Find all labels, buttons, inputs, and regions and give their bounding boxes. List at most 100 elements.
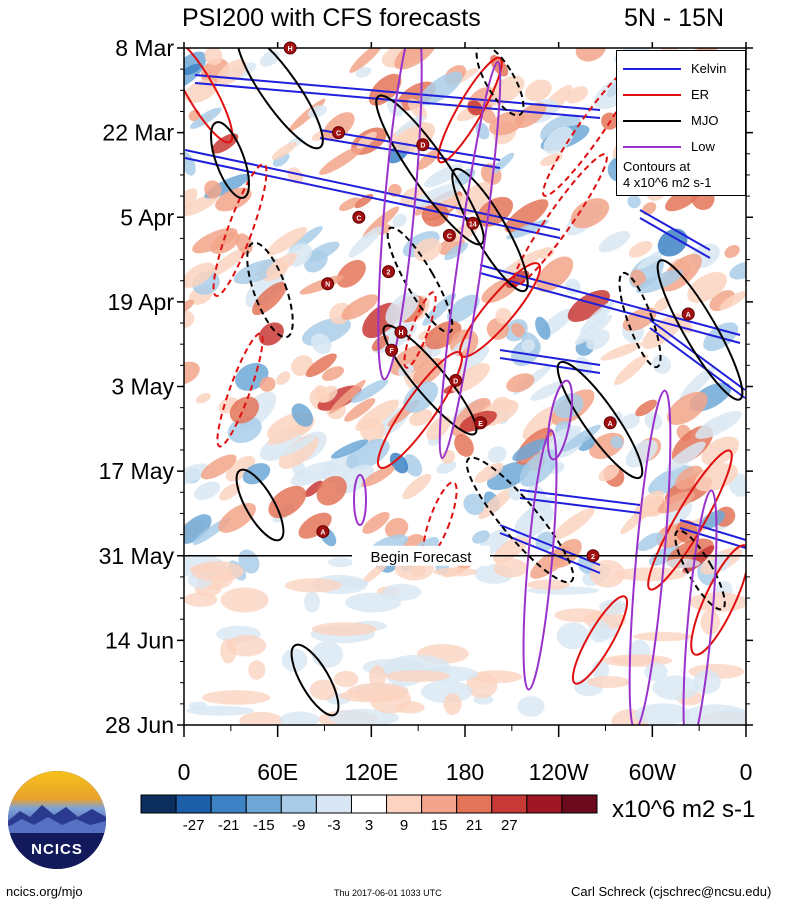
kelvin-contour — [479, 264, 741, 336]
mjo-contour — [236, 48, 324, 150]
legend-note-line1: Contours at — [623, 159, 691, 174]
anomaly-patch — [543, 126, 574, 155]
mjo-contour — [556, 360, 644, 480]
anomaly-patch — [652, 675, 699, 701]
anomaly-patch — [311, 641, 344, 668]
anomaly-patch — [407, 98, 428, 120]
anomaly-patch — [667, 391, 708, 425]
site-url[interactable]: ncics.org/mjo — [6, 884, 83, 899]
legend-entry: Low — [623, 139, 741, 155]
anomaly-patch — [589, 559, 626, 588]
anomaly-patch — [239, 711, 284, 725]
anomaly-patch — [184, 361, 200, 385]
anomaly-patch — [226, 634, 267, 657]
svg-text:C: C — [336, 131, 341, 138]
legend-note-line2: 4 x10^6 m2 s-1 — [623, 175, 712, 190]
anomaly-patch — [535, 316, 551, 340]
anomaly-patch — [418, 71, 463, 106]
anomaly-patch — [521, 339, 535, 353]
anomaly-patch — [591, 660, 610, 680]
er-contour — [216, 332, 264, 448]
anomaly-patch — [279, 711, 320, 725]
legend-entry: MJO — [623, 113, 741, 129]
anomaly-patch — [271, 142, 297, 160]
x-tick-label: 0 — [740, 759, 753, 785]
anomaly-patch — [344, 398, 376, 422]
mjo-contour — [375, 94, 485, 246]
anomaly-patch — [258, 322, 284, 346]
anomaly-patch — [328, 709, 399, 725]
colorbar-swatch — [245, 794, 282, 814]
anomaly-patch — [204, 180, 222, 199]
anomaly-patch — [628, 241, 653, 258]
anomaly-patch — [350, 379, 389, 404]
y-tick-label: 22 Mar — [102, 120, 174, 146]
svg-text:2: 2 — [591, 554, 595, 561]
anomaly-patch — [444, 242, 469, 260]
anomaly-patch — [719, 291, 746, 310]
anomaly-patch — [384, 517, 409, 539]
anomaly-patch — [317, 385, 338, 403]
er-contour — [571, 595, 629, 685]
svg-text:N: N — [325, 282, 330, 289]
anomaly-patch — [267, 422, 311, 445]
anomaly-patch — [512, 438, 548, 462]
anomaly-patch — [641, 202, 657, 216]
kelvin-contour — [679, 527, 746, 549]
anomaly-patch — [330, 439, 369, 459]
anomaly-patch — [328, 557, 354, 568]
anomaly-patch — [598, 465, 620, 482]
anomaly-patch — [506, 373, 535, 393]
anomaly-patch — [184, 63, 202, 76]
anomaly-patch — [729, 261, 746, 280]
anomaly-patch — [304, 480, 323, 497]
anomaly-patch — [530, 381, 565, 401]
colorbar-swatch — [491, 794, 528, 814]
storm-marker: D — [416, 138, 430, 152]
legend-swatch — [623, 94, 681, 96]
anomaly-patch — [206, 246, 249, 279]
er-contour — [458, 262, 542, 358]
low-contour — [546, 379, 574, 461]
anomaly-patch — [587, 676, 631, 688]
anomaly-patch — [369, 665, 386, 689]
anomaly-patch — [701, 510, 725, 529]
mjo-contour — [618, 271, 662, 369]
anomaly-patch — [349, 48, 384, 73]
forecast-label-bg — [352, 545, 490, 566]
anomaly-patch — [679, 366, 715, 401]
anomaly-patch — [291, 403, 314, 427]
colorbar-label: -9 — [292, 817, 305, 834]
colorbar-label: 9 — [400, 817, 408, 834]
anomaly-patch — [610, 435, 624, 449]
colorbar-swatch — [421, 794, 458, 814]
anomaly-patch — [362, 511, 390, 534]
anomaly-patch — [218, 483, 241, 501]
anomaly-patch — [495, 307, 512, 325]
svg-text:D: D — [420, 143, 425, 150]
kelvin-contour — [499, 524, 601, 566]
anomaly-patch — [341, 294, 379, 320]
anomaly-patch — [395, 115, 425, 136]
storm-marker: A — [681, 307, 695, 321]
er-contour — [542, 63, 638, 197]
anomaly-patch — [688, 592, 746, 612]
legend-label: ER — [691, 87, 710, 102]
x-tick-label: 60W — [629, 759, 677, 785]
anomaly-patch — [225, 455, 256, 482]
anomaly-patch — [693, 669, 721, 695]
ncics-logo: NCICS — [8, 771, 106, 869]
svg-text:C: C — [447, 233, 452, 240]
anomaly-patch — [265, 253, 298, 277]
anomaly-patch — [565, 86, 589, 104]
storm-marker: E — [474, 416, 488, 430]
y-tick-label: 3 May — [111, 374, 174, 400]
colorbar-label: -27 — [183, 817, 205, 834]
er-contour — [437, 56, 503, 164]
anomaly-patch — [298, 512, 332, 539]
mjo-contour — [382, 324, 478, 436]
anomaly-patch — [422, 202, 449, 227]
legend-entry: Kelvin — [623, 61, 741, 77]
svg-text:C: C — [356, 215, 361, 222]
